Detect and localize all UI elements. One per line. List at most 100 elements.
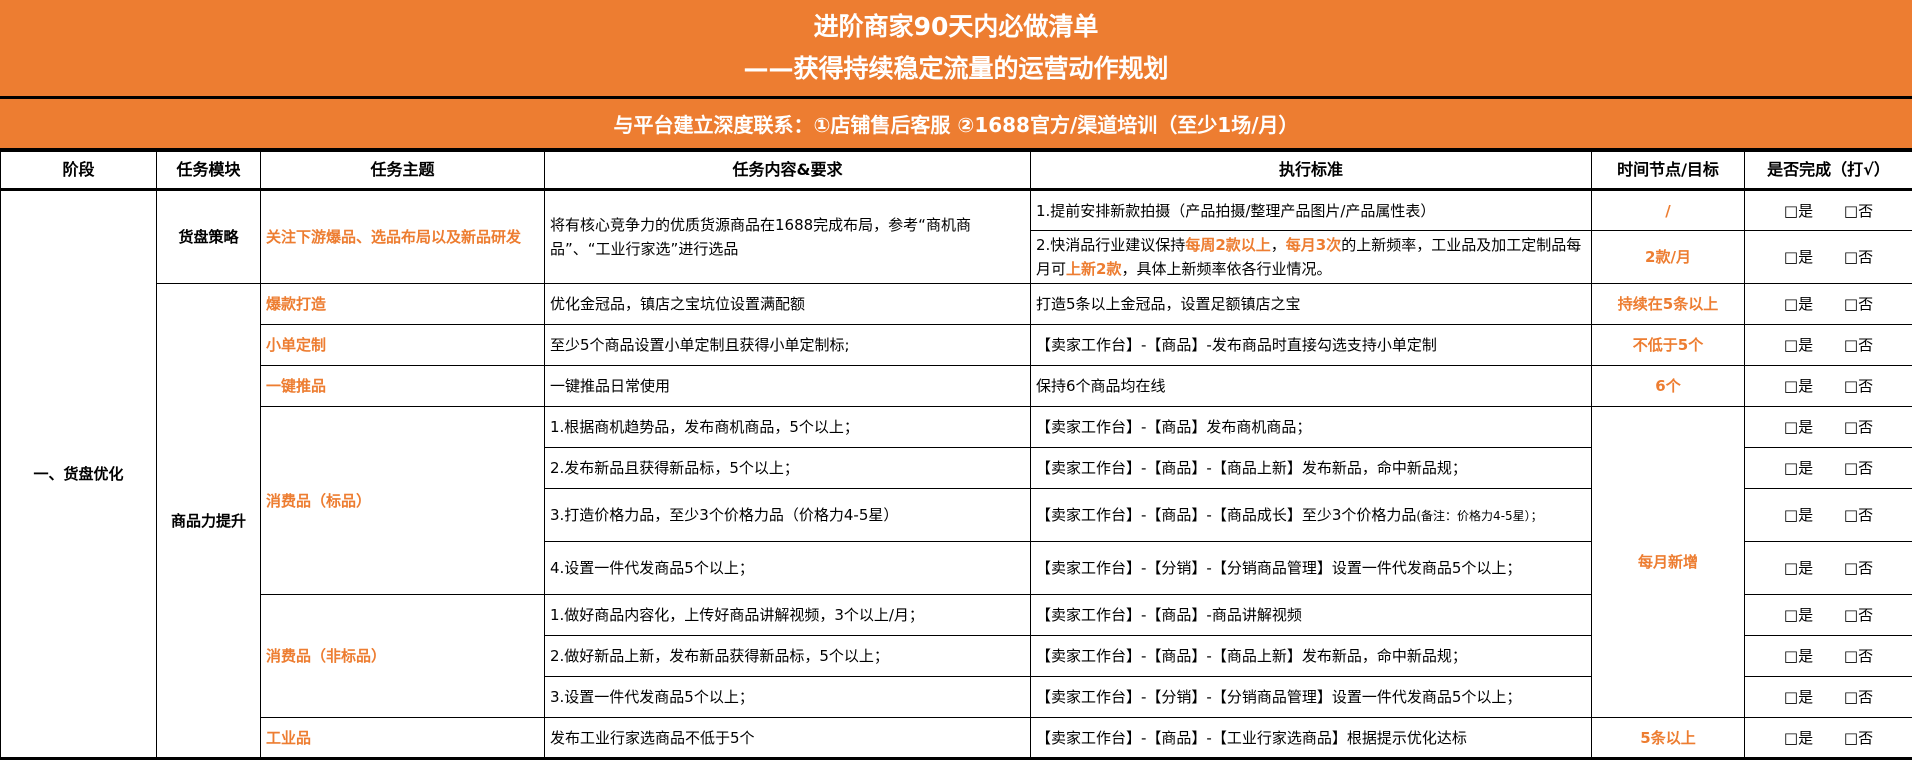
yes-checkbox[interactable]: □是 <box>1783 728 1814 747</box>
topic-cell: 消费品（非标品） <box>260 594 545 718</box>
text-segment: 2.快消品行业建议保持 <box>1036 236 1186 254</box>
topic-cell: 一键推品 <box>260 365 545 407</box>
table-row: 一、货盘优化 货盘策略 关注下游爆品、选品布局以及新品研发 将有核心竞争力的优质… <box>0 189 1912 759</box>
topic-cell: 小单定制 <box>260 324 545 366</box>
standard-cell: 【卖家工作台】-【商品】发布商机商品； <box>1030 406 1592 448</box>
no-checkbox[interactable]: □否 <box>1843 459 1874 477</box>
text-segment: ， <box>1270 236 1286 254</box>
content-cell: 3.设置一件代发商品5个以上； <box>544 676 1031 718</box>
yes-checkbox[interactable]: □是 <box>1783 336 1814 354</box>
done-cell: □是 □否 <box>1744 676 1912 718</box>
table-row: 商品力提升 爆款打造 优化金冠品，镇店之宝坑位设置满配额 打造5条以上金冠品，设… <box>1 283 1912 759</box>
content-cell: 优化金冠品，镇店之宝坑位设置满配额 <box>544 283 1031 325</box>
standard-cell: 打造5条以上金冠品，设置足额镇店之宝 <box>1030 283 1592 325</box>
text-segment: 的上新频率，工业品及加工定制品每月可 <box>1036 236 1582 278</box>
checklist-table: 阶段 任务模块 任务主题 任务内容&要求 执行标准 时间节点/目标 是否完成（打… <box>0 151 1912 760</box>
no-checkbox[interactable]: □否 <box>1843 377 1874 395</box>
done-cell: □是 □否 <box>1744 324 1912 366</box>
yes-checkbox[interactable]: □是 <box>1783 459 1814 477</box>
yes-checkbox[interactable]: □是 <box>1783 248 1814 266</box>
no-checkbox[interactable]: □否 <box>1843 201 1874 220</box>
target-cell: 5条以上 <box>1591 717 1745 759</box>
content-cell: 2.发布新品且获得新品标，5个以上； <box>544 447 1031 489</box>
title-banner: 进阶商家90天内必做清单 ——获得持续稳定流量的运营动作规划 <box>0 0 1912 99</box>
subtitle-banner: 与平台建立深度联系：①店铺售后客服 ②1688官方/渠道培训（至少1场/月） <box>0 99 1912 151</box>
standard-cell: 【卖家工作台】-【商品】-【商品成长】至少3个价格力品(备注：价格力4-5星）； <box>1030 488 1592 542</box>
content-cell: 1.根据商机趋势品，发布商机商品，5个以上； <box>544 406 1031 448</box>
highlight-segment: 每周2款以上 <box>1185 236 1271 254</box>
table-row: 消费品（非标品） 1.做好商品内容化，上传好商品讲解视频，3个以上/月； 【卖家… <box>1 594 1912 718</box>
no-checkbox[interactable]: □否 <box>1843 728 1874 747</box>
table-row: 2.快消品行业建议保持每周2款以上，每月3次的上新频率，工业品及加工定制品每月可… <box>1 230 1912 284</box>
table-row: 3.设置一件代发商品5个以上； 【卖家工作台】-【分销】-【分销商品管理】设置一… <box>1 676 1912 718</box>
content-cell: 1.做好商品内容化，上传好商品讲解视频，3个以上/月； <box>544 594 1031 636</box>
no-checkbox[interactable]: □否 <box>1843 336 1874 354</box>
standard-cell: 保持6个商品均在线 <box>1030 365 1592 407</box>
target-cell: 2款/月 <box>1591 230 1745 284</box>
yes-checkbox[interactable]: □是 <box>1783 606 1814 624</box>
content-cell: 将有核心竞争力的优质货源商品在1688完成布局，参考“商机商品”、“工业行家选”… <box>544 189 1031 284</box>
standard-cell: 1.提前安排新款拍摄（产品拍摄/整理产品图片/产品属性表） <box>1030 189 1592 231</box>
standard-cell: 【卖家工作台】-【商品】-【工业行家选商品】根据提示优化达标 <box>1030 717 1592 759</box>
done-cell: □是 □否 <box>1744 189 1912 231</box>
target-cell: / <box>1591 189 1745 231</box>
content-cell: 至少5个商品设置小单定制且获得小单定制标; <box>544 324 1031 366</box>
stage-cell: 一、货盘优化 <box>0 189 157 759</box>
yes-checkbox[interactable]: □是 <box>1783 418 1814 436</box>
yes-checkbox[interactable]: □是 <box>1783 377 1814 395</box>
yes-checkbox[interactable]: □是 <box>1783 201 1814 220</box>
no-checkbox[interactable]: □否 <box>1843 295 1874 313</box>
topic-cell: 爆款打造 <box>260 283 545 325</box>
header-topic: 任务主题 <box>260 151 545 191</box>
standard-cell: 【卖家工作台】-【商品】-【商品上新】发布新品，命中新品规； <box>1030 635 1592 677</box>
table-row: 一键推品 一键推品日常使用 保持6个商品均在线 6个 □是 □否 <box>1 365 1912 407</box>
content-cell: 一键推品日常使用 <box>544 365 1031 407</box>
no-checkbox[interactable]: □否 <box>1843 688 1874 706</box>
yes-checkbox[interactable]: □是 <box>1783 647 1814 665</box>
content-cell: 2.做好新品上新，发布新品获得新品标，5个以上； <box>544 635 1031 677</box>
target-cell: 持续在5条以上 <box>1591 283 1745 325</box>
highlight-segment: 上新2款 <box>1066 260 1122 278</box>
no-checkbox[interactable]: □否 <box>1843 647 1874 665</box>
no-checkbox[interactable]: □否 <box>1843 248 1874 266</box>
done-cell: □是 □否 <box>1744 594 1912 636</box>
done-cell: □是 □否 <box>1744 230 1912 284</box>
standard-cell: 【卖家工作台】-【商品】-【商品上新】发布新品，命中新品规； <box>1030 447 1592 489</box>
yes-checkbox[interactable]: □是 <box>1783 559 1814 577</box>
header-standard: 执行标准 <box>1030 151 1592 191</box>
highlight-segment: 每月3次 <box>1285 236 1342 254</box>
done-cell: □是 □否 <box>1744 447 1912 489</box>
content-cell: 4.设置一件代发商品5个以上； <box>544 541 1031 595</box>
text-segment: 【卖家工作台】-【商品】-【商品成长】至少3个价格力品 <box>1036 505 1417 524</box>
done-cell: □是 □否 <box>1744 406 1912 448</box>
no-checkbox[interactable]: □否 <box>1843 606 1874 624</box>
done-cell: □是 □否 <box>1744 717 1912 759</box>
yes-checkbox[interactable]: □是 <box>1783 688 1814 706</box>
yes-checkbox[interactable]: □是 <box>1783 295 1814 313</box>
title-sub: ——获得持续稳定流量的运营动作规划 <box>743 54 1169 83</box>
note-segment: (备注：价格力4-5星）； <box>1416 508 1543 523</box>
no-checkbox[interactable]: □否 <box>1843 506 1874 524</box>
table-row: 3.打造价格力品，至少3个价格力品（价格力4-5星） 【卖家工作台】-【商品】-… <box>1 488 1912 542</box>
no-checkbox[interactable]: □否 <box>1843 559 1874 577</box>
header-row: 阶段 任务模块 任务主题 任务内容&要求 执行标准 时间节点/目标 是否完成（打… <box>0 151 1912 191</box>
yes-checkbox[interactable]: □是 <box>1783 506 1814 524</box>
done-cell: □是 □否 <box>1744 365 1912 407</box>
table-row: 4.设置一件代发商品5个以上； 【卖家工作台】-【分销】-【分销商品管理】设置一… <box>1 541 1912 595</box>
content-cell: 3.打造价格力品，至少3个价格力品（价格力4-5星） <box>544 488 1031 542</box>
target-cell: 不低于5个 <box>1591 324 1745 366</box>
topic-cell: 关注下游爆品、选品布局以及新品研发 <box>260 189 545 284</box>
standard-cell: 2.快消品行业建议保持每周2款以上，每月3次的上新频率，工业品及加工定制品每月可… <box>1030 230 1592 284</box>
no-checkbox[interactable]: □否 <box>1843 418 1874 436</box>
standard-cell: 【卖家工作台】-【商品】-商品讲解视频 <box>1030 594 1592 636</box>
done-cell: □是 □否 <box>1744 283 1912 325</box>
standard-cell: 【卖家工作台】-【分销】-【分销商品管理】设置一件代发商品5个以上； <box>1030 541 1592 595</box>
done-cell: □是 □否 <box>1744 541 1912 595</box>
table-row: 2.发布新品且获得新品标，5个以上； 【卖家工作台】-【商品】-【商品上新】发布… <box>1 447 1912 489</box>
table-row: 2.做好新品上新，发布新品获得新品标，5个以上； 【卖家工作台】-【商品】-【商… <box>1 635 1912 677</box>
module-cell: 货盘策略 <box>156 189 261 284</box>
standard-cell: 【卖家工作台】-【商品】-发布商品时直接勾选支持小单定制 <box>1030 324 1592 366</box>
done-cell: □是 □否 <box>1744 635 1912 677</box>
topic-cell: 消费品（标品） <box>260 406 545 595</box>
header-target: 时间节点/目标 <box>1591 151 1745 191</box>
